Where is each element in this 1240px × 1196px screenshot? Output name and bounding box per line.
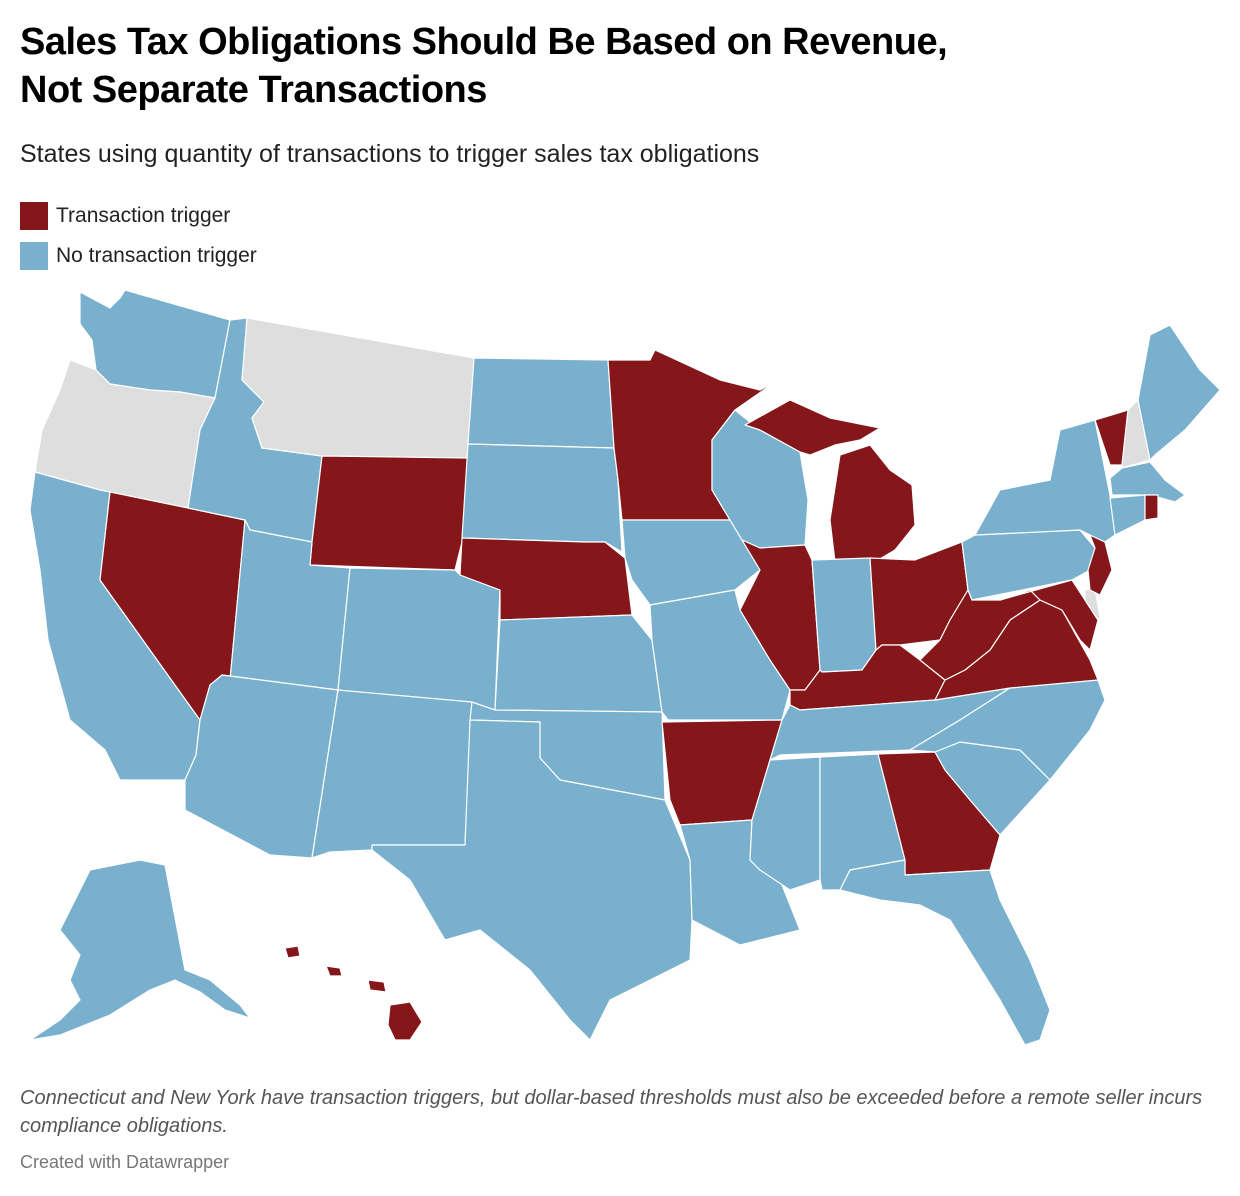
chart-title: Sales Tax Obligations Should Be Based on…: [20, 18, 1200, 114]
state-tx: [371, 719, 693, 1041]
state-mi: [744, 399, 916, 563]
state-ri: [1144, 494, 1159, 521]
credit: Created with Datawrapper: [20, 1152, 230, 1172]
legend-item-no-transaction-trigger: No transaction trigger: [20, 236, 257, 276]
state-mo: [649, 589, 791, 721]
state-mt: [241, 317, 475, 459]
title-line-1: Sales Tax Obligations Should Be Based on…: [20, 21, 948, 63]
state-ct: [1109, 494, 1146, 536]
state-ma: [1109, 461, 1186, 503]
state-me: [1137, 324, 1221, 461]
state-ny: [974, 419, 1116, 543]
chart-subtitle: States using quantity of transactions to…: [20, 140, 760, 168]
legend-label-transaction-trigger: Transaction trigger: [56, 204, 231, 227]
state-nh: [1121, 399, 1151, 469]
state-co: [337, 567, 501, 711]
legend-item-transaction-trigger: Transaction trigger: [20, 196, 257, 236]
title-line-2: Not Separate Transactions: [20, 69, 487, 111]
legend-swatch-transaction-trigger: [20, 202, 48, 230]
legend-swatch-no-transaction-trigger: [20, 242, 48, 270]
state-sd: [461, 443, 623, 553]
state-nd: [467, 357, 615, 449]
state-nj: [1087, 534, 1113, 596]
state-md: [999, 579, 1099, 651]
legend: Transaction trigger No transaction trigg…: [20, 196, 257, 276]
state-nm: [311, 689, 473, 859]
state-az: [184, 674, 339, 859]
footnote: Connecticut and New York have transactio…: [20, 1087, 1203, 1137]
state-ks: [494, 614, 663, 713]
legend-label-no-transaction-trigger: No transaction trigger: [56, 244, 257, 267]
us-map: [0, 280, 1240, 1060]
state-wy: [309, 455, 469, 571]
state-fl: [839, 859, 1051, 1046]
state-hi: [284, 945, 423, 1041]
state-in: [811, 557, 877, 673]
state-nc: [909, 679, 1106, 781]
state-ak: [29, 859, 251, 1041]
